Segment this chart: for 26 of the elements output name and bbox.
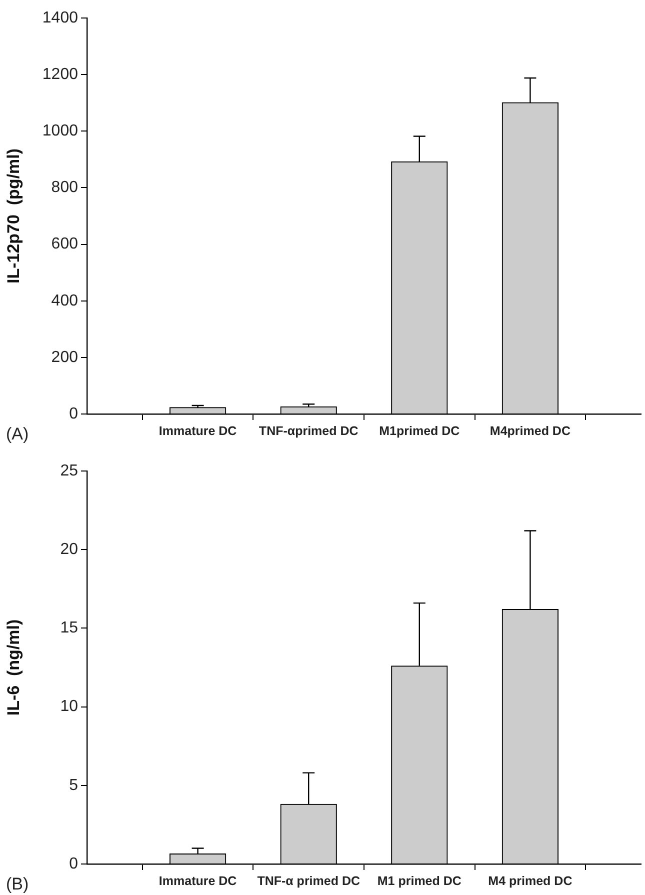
- x-tick-label: M4primed DC: [490, 424, 570, 438]
- y-tick-label: 10: [60, 698, 78, 716]
- y-tick-label: 20: [60, 541, 78, 558]
- y-axis-title: IL-12p70 (pg/ml): [4, 148, 23, 284]
- y-tick-label: 0: [69, 855, 78, 872]
- x-tick-label: M4 primed DC: [488, 874, 572, 888]
- x-tick-label: TNF-αprimed DC: [258, 424, 358, 438]
- text: (A): [6, 424, 29, 444]
- y-tick-label: 1400: [42, 9, 78, 26]
- x-tick-label: Immature DC: [158, 424, 237, 438]
- y-tick-label: 15: [60, 620, 78, 637]
- x-tick-label: M1primed DC: [379, 424, 460, 438]
- x-tick-label: M1 primed DC: [377, 874, 462, 888]
- y-tick-label: 1200: [42, 66, 78, 83]
- x-tick-label: Immature DC: [158, 874, 237, 888]
- y-tick-label: 200: [51, 348, 78, 366]
- y-tick-label: 400: [51, 292, 78, 310]
- y-tick-label: 1000: [42, 122, 78, 140]
- y-axis-title: IL-6 (ng/ml): [4, 619, 23, 716]
- y-tick-label: 0: [69, 405, 78, 422]
- x-tick-label: TNF-α primed DC: [257, 874, 360, 888]
- text: (B): [6, 874, 29, 894]
- y-tick-label: 800: [51, 179, 78, 196]
- y-tick-label: 5: [69, 776, 78, 794]
- y-tick-label: 600: [51, 236, 78, 253]
- y-tick-label: 25: [60, 462, 78, 480]
